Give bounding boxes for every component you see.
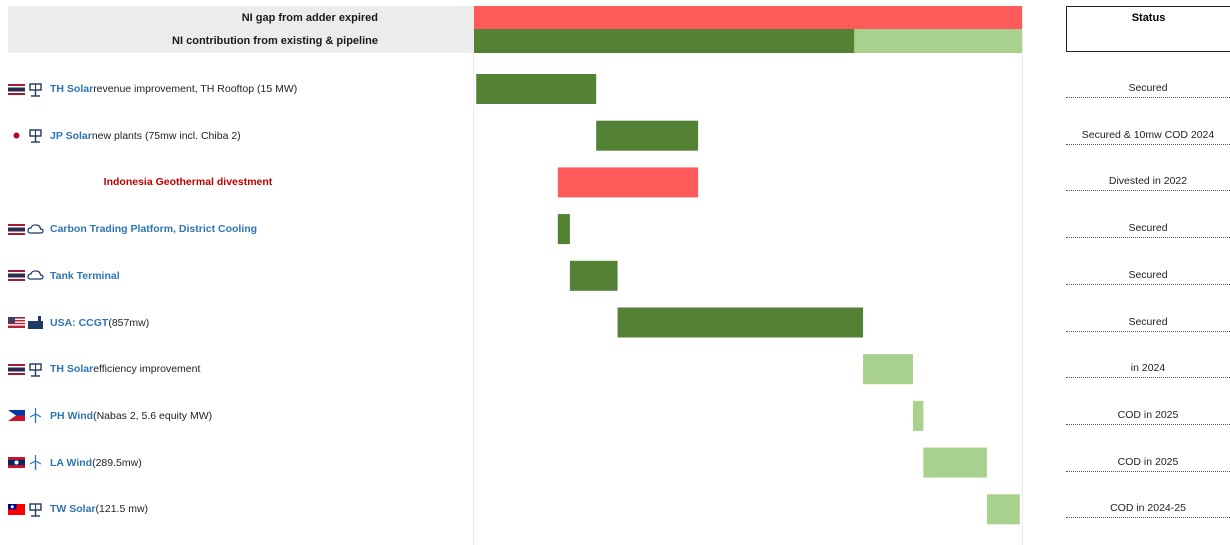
bar-3 [557, 214, 570, 245]
thailand-flag-icon [8, 223, 25, 235]
usa-flag-icon [8, 317, 25, 328]
row-project-name: TW Solar [50, 503, 96, 516]
row-project-name: TH Solar [50, 363, 94, 376]
bar-7 [912, 400, 924, 431]
row-status-7: COD in 2025 [1066, 409, 1230, 425]
bar-5 [617, 307, 864, 338]
row-icons [8, 454, 50, 471]
row-icons [8, 361, 50, 378]
row-project-detail: (289.5mw) [92, 456, 142, 469]
solar-icon [27, 361, 44, 378]
row-project-detail: revenue improvement, TH Rooftop (15 MW) [93, 83, 298, 95]
row-icons [8, 221, 50, 238]
gap-bar-label: NI gap from adder expired [241, 12, 378, 24]
contribution-secured-bar [474, 29, 855, 53]
row-project-name: Indonesia Geothermal divestment [103, 176, 273, 189]
row-label-5: USA: CCGT (857mw) [8, 312, 448, 334]
japan-flag-icon [8, 130, 25, 142]
solar-icon [27, 127, 44, 144]
row-label-7: PH Wind (Nabas 2, 5.6 equity MW) [8, 405, 448, 427]
row-icons [8, 314, 50, 331]
row-project-detail: (857mw) [108, 316, 150, 329]
wind-icon [27, 407, 44, 424]
row-project-name: JP Solar [50, 129, 92, 142]
row-label-8: LA Wind (289.5mw) [8, 452, 448, 474]
solar-icon [27, 501, 44, 518]
factory-icon [27, 314, 44, 331]
row-label-3: Carbon Trading Platform, District Coolin… [8, 218, 448, 240]
bar-2 [557, 167, 699, 198]
row-project-name: Tank Terminal [50, 269, 120, 282]
row-project-detail: efficiency improvement [93, 363, 201, 376]
row-icons [8, 267, 50, 284]
row-project-detail: (121.5 mw) [95, 503, 149, 516]
row-status-8: COD in 2025 [1066, 456, 1230, 472]
row-project-name: LA Wind [50, 456, 93, 469]
thailand-flag-icon [8, 83, 25, 95]
gap-bar [474, 6, 1022, 29]
row-status-2: Divested in 2022 [1066, 175, 1230, 192]
row-icons [8, 501, 50, 518]
status-header: Status [1066, 6, 1230, 52]
bar-4 [569, 260, 618, 291]
row-project-detail: new plants (75mw incl. Chiba 2) [91, 129, 241, 142]
row-status-6: in 2024 [1066, 362, 1230, 379]
solar-icon [27, 81, 44, 98]
philippines-flag-icon [8, 410, 25, 422]
row-icons [8, 81, 50, 98]
cloud-icon [27, 221, 44, 238]
bar-1 [596, 120, 699, 151]
contribution-pipeline-bar [854, 29, 1022, 53]
row-label-2: Indonesia Geothermal divestment [8, 171, 368, 193]
bar-6 [863, 354, 913, 385]
bar-8 [923, 447, 987, 478]
thailand-flag-icon [8, 363, 25, 375]
row-icons [8, 407, 50, 424]
row-project-name: PH Wind [50, 409, 94, 422]
row-status-0: Secured [1066, 82, 1230, 98]
row-status-9: COD in 2024-25 [1066, 502, 1230, 519]
bar-0 [476, 74, 597, 104]
row-project-name: Carbon Trading Platform, District Coolin… [50, 223, 258, 236]
row-project-name: TH Solar [50, 83, 94, 95]
wind-icon [27, 454, 44, 471]
row-status-3: Secured [1066, 222, 1230, 239]
row-label-4: Tank Terminal [8, 265, 448, 287]
row-project-detail: (Nabas 2, 5.6 equity MW) [93, 409, 213, 422]
row-label-9: TW Solar (121.5 mw) [8, 498, 448, 520]
row-status-1: Secured & 10mw COD 2024 [1066, 129, 1230, 145]
row-label-1: JP Solar new plants (75mw incl. Chiba 2) [8, 125, 448, 147]
chart-area [473, 6, 1023, 545]
contribution-bar-label: NI contribution from existing & pipeline [172, 35, 378, 47]
thailand-flag-icon [8, 270, 25, 282]
row-project-name: USA: CCGT [50, 316, 109, 329]
bar-9 [986, 494, 1020, 525]
row-status-4: Secured [1066, 269, 1230, 285]
taiwan-flag-icon [8, 503, 25, 515]
cloud-icon [27, 267, 44, 284]
row-icons [8, 127, 50, 144]
row-label-6: TH Solar efficiency improvement [8, 358, 448, 380]
laos-flag-icon [8, 457, 25, 469]
row-status-5: Secured [1066, 316, 1230, 332]
row-label-0: TH Solar revenue improvement, TH Rooftop… [8, 78, 448, 100]
